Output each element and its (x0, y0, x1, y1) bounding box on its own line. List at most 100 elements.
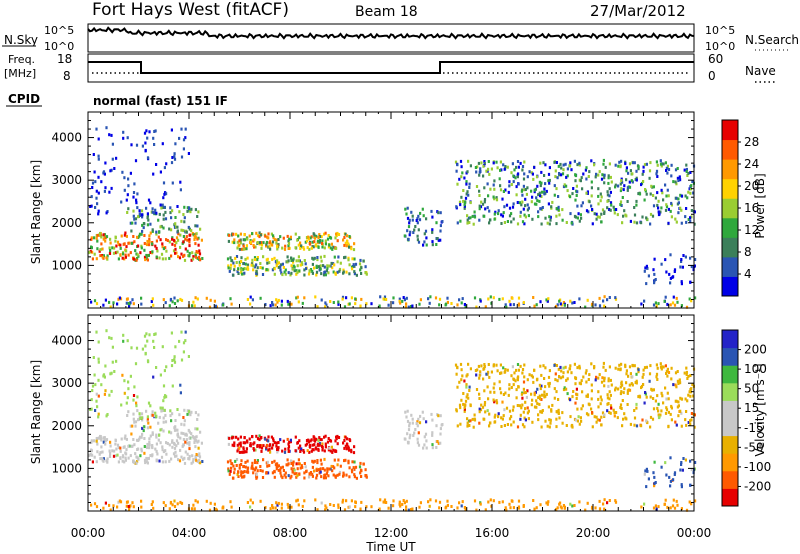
power-cell (159, 203, 162, 207)
power-cell (431, 230, 434, 234)
velocity-cell (419, 501, 422, 505)
power-cell (271, 257, 274, 261)
velocity-cell (164, 420, 168, 424)
power-cell (290, 256, 293, 260)
velocity-cell (601, 376, 604, 380)
power-cell (667, 194, 670, 198)
power-cell (262, 255, 265, 259)
velocity-cell (300, 464, 303, 468)
power-cell (135, 258, 138, 262)
velocity-cell (192, 503, 195, 507)
x-tick-label: 00:00 (677, 526, 712, 540)
velocity-cell (533, 393, 536, 397)
velocity-cell (434, 499, 438, 503)
power-cell (324, 231, 327, 235)
power-cell (492, 183, 495, 187)
velocity-cell (679, 396, 682, 400)
velocity-cell (353, 475, 356, 479)
velocity-cell (640, 424, 643, 428)
power-cell (232, 261, 235, 265)
colorbar-segment (722, 159, 738, 180)
power-cell (148, 130, 151, 134)
velocity-cell (489, 390, 492, 394)
velocity-cell (347, 461, 350, 465)
velocity-cell (120, 403, 123, 407)
power-cell (510, 171, 513, 175)
velocity-cell (489, 421, 492, 425)
colorbar-tick-label: -200 (744, 479, 771, 493)
power-cell (585, 166, 588, 170)
velocity-cell (309, 439, 312, 443)
power-cell (273, 272, 276, 276)
velocity-cell (335, 449, 338, 453)
power-cell (127, 184, 130, 188)
velocity-cell (101, 458, 104, 462)
power-cell (152, 136, 155, 140)
velocity-cell (195, 458, 198, 462)
velocity-cell (603, 379, 606, 383)
velocity-cell (665, 406, 668, 410)
power-cell (171, 237, 174, 241)
velocity-cell (230, 436, 234, 440)
power-cell (324, 305, 327, 309)
velocity-cell (351, 460, 354, 464)
velocity-cell (328, 467, 331, 471)
power-cell (570, 168, 573, 172)
velocity-cell (603, 415, 606, 418)
power-cell (104, 239, 107, 243)
velocity-cell (96, 436, 99, 440)
velocity-cell (637, 395, 640, 399)
power-cell (103, 189, 106, 193)
velocity-cell (265, 471, 268, 474)
power-cell (477, 161, 480, 165)
power-cell (132, 195, 135, 199)
velocity-cell (413, 431, 416, 435)
power-cell (166, 239, 169, 242)
power-cell (496, 166, 499, 170)
power-cell (468, 186, 471, 189)
power-cell (344, 241, 347, 245)
velocity-cell (525, 395, 528, 399)
velocity-cell (689, 374, 692, 377)
velocity-cell (183, 456, 186, 460)
power-cell (597, 173, 600, 177)
power-cell (171, 181, 174, 185)
velocity-cell (310, 449, 313, 453)
power-cell (142, 226, 145, 230)
velocity-cell (593, 366, 596, 370)
power-cell (643, 269, 646, 273)
power-cell (558, 299, 561, 303)
velocity-cell (318, 441, 322, 445)
velocity-cell (161, 406, 164, 410)
velocity-cell (153, 333, 156, 336)
power-cell (165, 249, 168, 253)
power-cell (566, 167, 569, 171)
power-cell (584, 168, 587, 172)
velocity-cell (303, 499, 306, 503)
power-cell (566, 189, 569, 193)
velocity-cell (255, 474, 258, 478)
velocity-cell (613, 414, 616, 418)
power-cell (91, 257, 94, 261)
power-cell (151, 228, 154, 232)
velocity-cell (150, 445, 154, 449)
power-cell (673, 268, 677, 272)
power-cell (503, 221, 506, 224)
power-cell (653, 281, 656, 285)
power-cell (126, 193, 129, 197)
velocity-cell (653, 460, 656, 464)
velocity-cell (383, 498, 387, 502)
power-cell (353, 257, 356, 261)
power-cell (683, 168, 686, 172)
velocity-cell (560, 376, 563, 380)
power-colorbar-label: Power [dB] (753, 173, 767, 238)
power-cell (530, 189, 533, 193)
power-cell (654, 301, 657, 305)
power-cell (313, 256, 316, 260)
power-cell (111, 246, 114, 250)
power-cell (676, 300, 679, 304)
velocity-cell (687, 421, 690, 424)
power-cell (633, 206, 636, 209)
velocity-cell (421, 410, 424, 414)
velocity-cell (256, 437, 260, 441)
